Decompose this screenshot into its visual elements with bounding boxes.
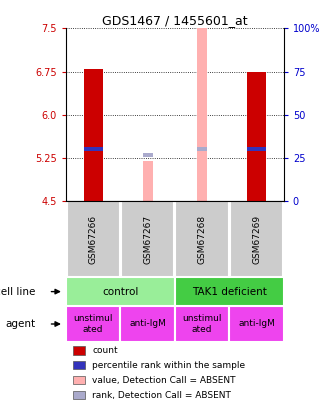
Text: unstimul
ated: unstimul ated	[182, 314, 222, 334]
Text: GSM67266: GSM67266	[89, 214, 98, 264]
Bar	[73, 361, 84, 369]
Text: rank, Detection Call = ABSENT: rank, Detection Call = ABSENT	[92, 390, 231, 399]
Text: percentile rank within the sample: percentile rank within the sample	[92, 361, 245, 370]
Text: control: control	[102, 287, 139, 296]
Text: anti-IgM: anti-IgM	[129, 320, 166, 328]
Bar	[247, 72, 266, 201]
Text: count: count	[92, 346, 118, 355]
Bar	[143, 153, 152, 157]
Bar	[247, 147, 266, 151]
Bar	[175, 277, 284, 307]
Bar	[143, 161, 152, 201]
Bar	[84, 69, 103, 201]
Bar	[73, 346, 84, 355]
Bar	[66, 307, 120, 341]
Bar	[175, 307, 229, 341]
Bar	[67, 201, 120, 277]
Text: cell line: cell line	[0, 287, 36, 296]
Text: GSM67268: GSM67268	[198, 214, 207, 264]
Bar	[66, 277, 175, 307]
Text: GSM67269: GSM67269	[252, 214, 261, 264]
Title: GDS1467 / 1455601_at: GDS1467 / 1455601_at	[102, 14, 248, 27]
Bar	[120, 307, 175, 341]
Text: TAK1 deficient: TAK1 deficient	[192, 287, 267, 296]
Bar	[229, 307, 284, 341]
Bar	[73, 376, 84, 384]
Text: unstimul
ated: unstimul ated	[74, 314, 113, 334]
Text: GSM67267: GSM67267	[143, 214, 152, 264]
Text: anti-IgM: anti-IgM	[238, 320, 275, 328]
Bar	[230, 201, 283, 277]
Bar	[176, 201, 229, 277]
Bar	[197, 28, 207, 201]
Bar	[121, 201, 174, 277]
Bar	[197, 147, 207, 151]
Bar	[84, 147, 103, 151]
Text: value, Detection Call = ABSENT: value, Detection Call = ABSENT	[92, 376, 236, 385]
Text: agent: agent	[5, 319, 36, 329]
Bar	[73, 391, 84, 399]
